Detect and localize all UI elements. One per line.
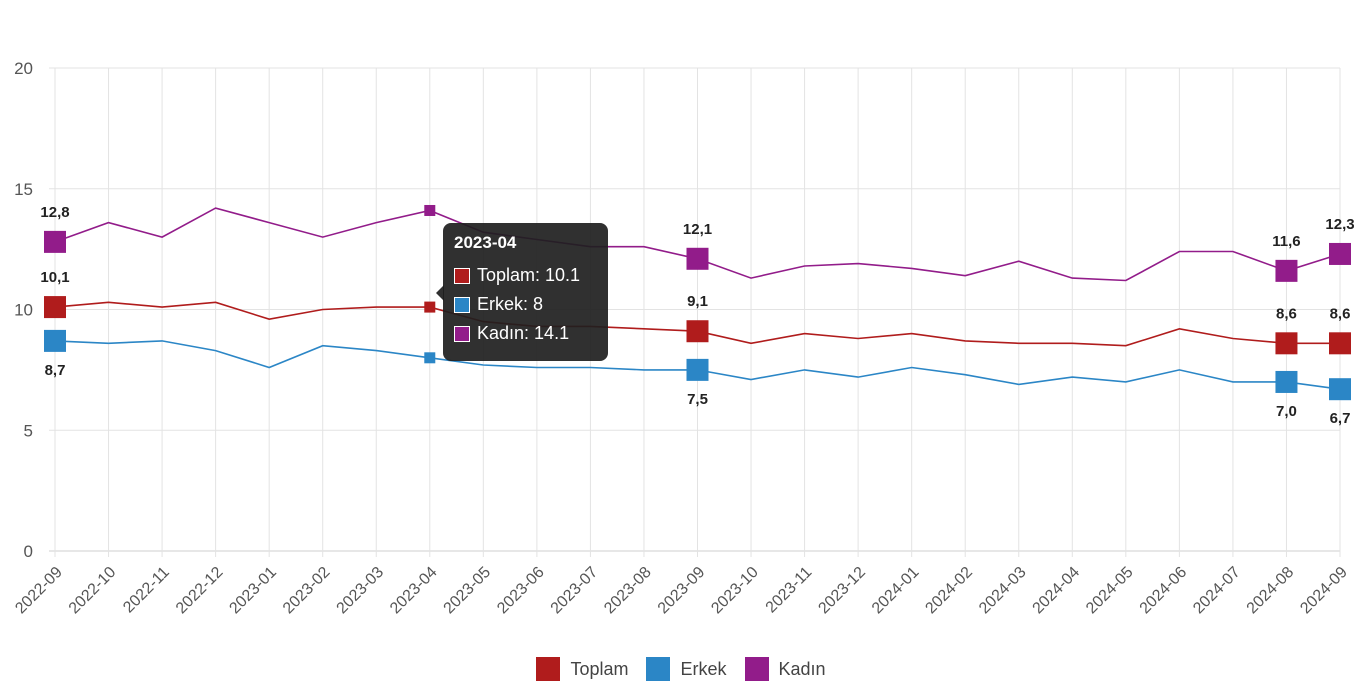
legend-item-erkek[interactable]: Erkek — [646, 657, 727, 681]
data-label: 6,7 — [1330, 410, 1351, 427]
x-tick-label: 2023-06 — [494, 564, 548, 618]
legend-swatch-toplam — [536, 657, 561, 681]
chart-legend: Toplam Erkek Kadın — [0, 657, 1362, 681]
data-label: 7,5 — [687, 391, 708, 408]
chart-tooltip: 2023-04 Toplam: 10.1 Erkek: 8 Kadın: 14.… — [436, 223, 608, 361]
legend-item-kadin[interactable]: Kadın — [744, 657, 826, 681]
x-tick-label: 2023-04 — [387, 564, 441, 618]
x-tick-label: 2022-11 — [120, 564, 173, 617]
data-point-marker — [44, 296, 66, 319]
tooltip-swatch-erkek — [454, 296, 470, 313]
legend-label: Toplam — [570, 658, 629, 679]
hover-point-marker — [424, 204, 436, 216]
data-point-marker — [686, 247, 709, 270]
hover-point-marker — [424, 352, 436, 364]
x-tick-label: 2024-03 — [976, 564, 1030, 618]
data-label: 8,6 — [1276, 305, 1297, 322]
x-tick-label: 2024-07 — [1190, 564, 1244, 618]
x-tick-label: 2024-05 — [1083, 564, 1137, 618]
tooltip-swatch-toplam — [454, 267, 470, 284]
x-tick-label: 2023-01 — [226, 564, 280, 618]
data-label: 12,8 — [40, 204, 69, 221]
data-point-marker — [1275, 370, 1298, 393]
tooltip-row-erkek: Erkek: 8 — [454, 290, 597, 319]
y-tick-label: 15 — [14, 180, 33, 199]
legend-label: Erkek — [680, 658, 727, 679]
x-tick-label: 2024-06 — [1137, 564, 1191, 618]
data-point-marker — [44, 329, 66, 352]
data-point-marker — [1329, 378, 1351, 401]
data-label: 7,0 — [1276, 403, 1297, 420]
y-tick-label: 5 — [24, 421, 33, 440]
tooltip-row-label: Toplam: 10.1 — [477, 265, 581, 285]
x-tick-label: 2023-10 — [708, 564, 762, 618]
data-point-marker — [1275, 332, 1298, 355]
tooltip-row-label: Kadın: 14.1 — [477, 323, 570, 343]
legend-label: Kadın — [778, 658, 826, 679]
y-tick-label: 10 — [14, 301, 33, 320]
data-label: 12,1 — [683, 221, 712, 238]
x-tick-label: 2024-02 — [922, 564, 976, 618]
x-tick-label: 2023-08 — [601, 564, 655, 618]
data-label: 9,1 — [687, 293, 708, 310]
x-tick-label: 2023-09 — [655, 564, 709, 618]
legend-swatch-erkek — [646, 657, 671, 681]
y-tick-label: 20 — [14, 59, 33, 78]
data-point-marker — [686, 320, 709, 343]
data-label: 12,3 — [1325, 216, 1354, 233]
data-point-marker — [44, 230, 66, 253]
data-label: 8,6 — [1330, 305, 1351, 322]
x-tick-label: 2022-10 — [66, 564, 120, 618]
data-point-marker — [1275, 259, 1298, 282]
x-tick-label: 2024-08 — [1244, 564, 1298, 618]
x-tick-label: 2023-12 — [815, 564, 869, 618]
tooltip-row-label: Erkek: 8 — [477, 294, 544, 314]
data-point-marker — [1329, 242, 1351, 265]
data-label: 10,1 — [40, 269, 69, 286]
x-tick-label: 2024-01 — [869, 564, 923, 618]
legend-item-toplam[interactable]: Toplam — [536, 657, 628, 681]
tooltip-title: 2023-04 — [454, 233, 517, 252]
x-tick-label: 2023-02 — [280, 564, 334, 618]
tooltip-arrow — [436, 285, 444, 301]
data-point-marker — [686, 358, 709, 381]
tooltip-row-kadin: Kadın: 14.1 — [454, 319, 597, 348]
x-tick-label: 2022-12 — [173, 564, 227, 618]
x-tick-label: 2023-03 — [334, 564, 388, 618]
data-label: 8,7 — [45, 362, 66, 379]
tooltip-swatch-kadin — [454, 325, 470, 342]
x-tick-label: 2024-09 — [1297, 564, 1351, 618]
y-tick-label: 0 — [24, 542, 33, 561]
x-tick-label: 2024-04 — [1030, 564, 1084, 618]
tooltip-row-toplam: Toplam: 10.1 — [454, 261, 597, 290]
data-label: 11,6 — [1272, 233, 1300, 250]
x-tick-label: 2023-05 — [441, 564, 495, 618]
x-tick-label: 2023-11 — [763, 564, 816, 617]
x-tick-label: 2023-07 — [548, 564, 602, 618]
data-point-marker — [1329, 332, 1351, 355]
x-tick-label: 2022-09 — [12, 564, 66, 618]
legend-swatch-kadin — [744, 657, 769, 681]
hover-point-marker — [424, 301, 436, 313]
